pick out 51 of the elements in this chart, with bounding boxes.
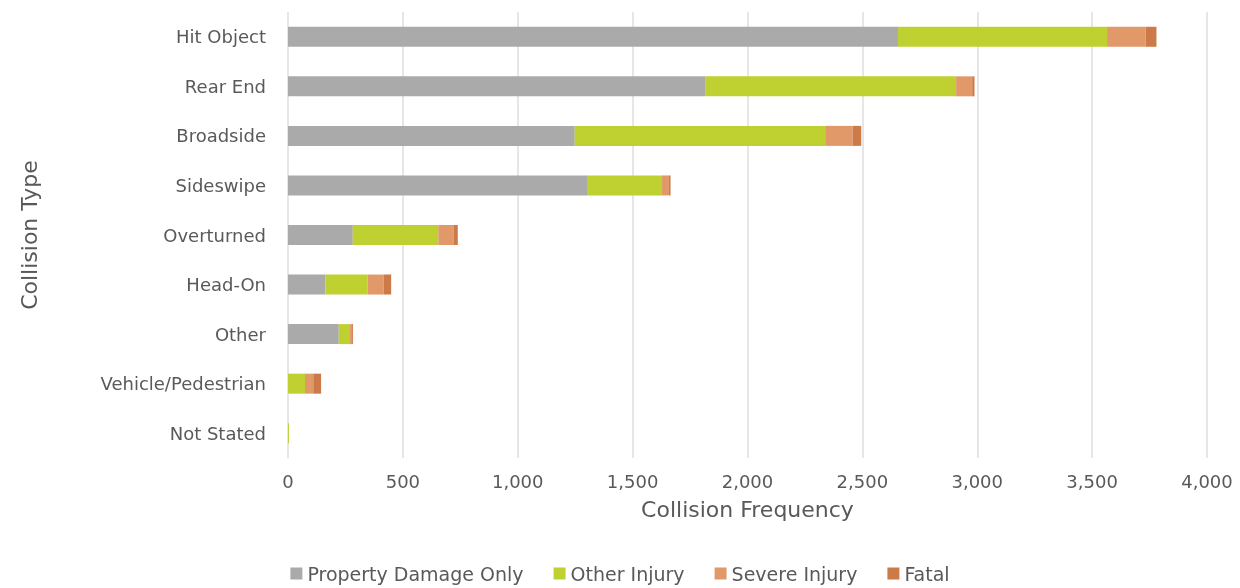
y-axis-title: Collision Type — [16, 160, 42, 310]
bar — [352, 225, 439, 245]
bar — [288, 26, 898, 47]
bar — [383, 274, 392, 295]
y-tick-label: Sideswipe — [175, 174, 266, 196]
bar — [325, 274, 368, 295]
bar — [574, 125, 826, 146]
y-tick-label: Broadside — [176, 125, 266, 147]
bar — [1107, 26, 1146, 47]
y-tick-label: Not Stated — [169, 422, 266, 444]
bar — [852, 125, 862, 146]
x-axis-title: Collision Frequency — [641, 496, 854, 522]
bar — [587, 175, 663, 196]
bar — [305, 373, 314, 394]
x-tick-label: 1,500 — [606, 470, 659, 492]
legend-label: Property Damage Only — [307, 562, 524, 585]
x-tick-label: 3,500 — [1066, 470, 1118, 492]
x-tick-label: 2,500 — [836, 470, 889, 492]
bar — [288, 125, 575, 146]
legend-label: Other Injury — [570, 562, 685, 585]
bar — [453, 225, 458, 245]
bar — [825, 125, 853, 146]
bar — [288, 76, 706, 97]
x-tick-label: 1,000 — [491, 470, 544, 492]
bar — [313, 373, 322, 394]
bar — [956, 76, 973, 97]
y-tick-label: Head-On — [186, 274, 266, 296]
bar — [662, 175, 669, 196]
y-tick-label: Other — [214, 323, 267, 345]
bar — [288, 324, 339, 345]
bar — [367, 274, 384, 295]
bar — [897, 26, 1108, 47]
bar — [288, 175, 588, 196]
x-tick-label: 0 — [282, 470, 294, 492]
bar — [338, 324, 351, 345]
x-tick-label: 2,000 — [721, 470, 774, 492]
y-tick-label: Overturned — [163, 224, 266, 246]
y-tick-label: Hit Object — [176, 26, 266, 48]
y-tick-label: Rear End — [184, 75, 266, 97]
y-tick-label: Vehicle/Pedestrian — [100, 373, 266, 395]
bar — [288, 274, 326, 295]
x-tick-label: 500 — [385, 470, 421, 492]
bar — [705, 76, 957, 97]
bar — [438, 225, 454, 245]
bar — [1145, 26, 1157, 47]
bar — [288, 225, 353, 245]
bar — [288, 373, 305, 394]
legend-label: Fatal — [904, 562, 950, 585]
x-tick-label: 4,000 — [1181, 470, 1233, 492]
legend-label: Severe Injury — [731, 562, 858, 585]
x-tick-label: 3,000 — [951, 470, 1004, 492]
